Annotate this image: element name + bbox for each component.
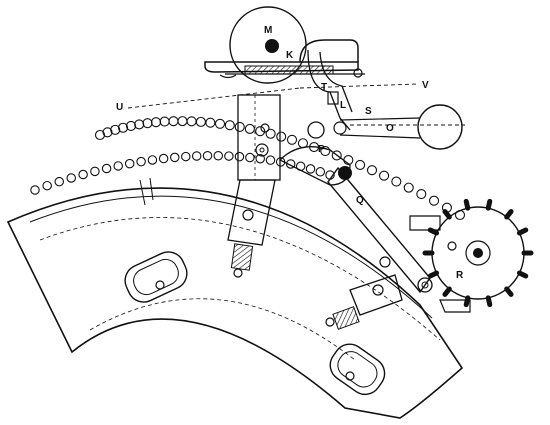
sprocket-r (409, 198, 534, 313)
chain-link (265, 155, 276, 165)
chain-link (110, 124, 121, 135)
chain-link (244, 123, 255, 134)
label-p: P (318, 144, 325, 155)
chain-link (158, 153, 169, 164)
chain-link (224, 151, 234, 161)
chain-link (428, 195, 440, 206)
chain-link (234, 121, 245, 132)
chain-link (168, 116, 179, 127)
chain-link (124, 158, 135, 169)
chain-link (320, 146, 331, 157)
sprocket-tooth (463, 295, 471, 308)
chain-link (403, 182, 414, 193)
chain-link (213, 151, 224, 161)
chain-link (102, 127, 113, 138)
chain-link (66, 173, 76, 183)
chain-link (159, 116, 170, 127)
drum-slot-right (329, 343, 386, 396)
label-v: V (422, 80, 429, 91)
sprocket-tooth (504, 286, 514, 297)
chain-link (101, 163, 112, 174)
chain-link (54, 176, 65, 187)
sprocket-tooth (485, 198, 493, 211)
chain-link (245, 152, 255, 163)
lever-o (333, 104, 463, 150)
chain-link (42, 180, 52, 191)
chain-link (265, 128, 276, 139)
lower-chain (30, 150, 335, 195)
chain-link (234, 151, 245, 162)
chain-link (355, 159, 366, 171)
label-r: R (456, 270, 464, 281)
chain-link (391, 176, 402, 187)
sprocket-tooth (442, 209, 452, 220)
pivot-p (278, 121, 352, 186)
drum-sector (6, 177, 464, 419)
chain-link (416, 188, 427, 200)
chain-link (94, 129, 106, 141)
chain-link (205, 117, 216, 128)
label-t: T (321, 82, 327, 93)
chain-link (214, 118, 226, 129)
adjuster-center (227, 179, 276, 278)
sprocket-tooth (427, 270, 440, 279)
sprocket-tooth (463, 198, 471, 211)
chain-link (366, 165, 378, 176)
label-u: U (116, 102, 123, 113)
chain-link (379, 170, 390, 181)
chain-link (276, 131, 287, 142)
chain-link (90, 166, 100, 177)
chain-link (286, 134, 298, 145)
link-arm-q (327, 166, 433, 294)
diagram-labels: M K T V U L S O P Q R (116, 25, 464, 281)
chain-link (30, 185, 40, 195)
chain-link (255, 126, 266, 137)
chain-link (331, 150, 342, 161)
label-l: L (340, 100, 346, 111)
sprocket-tooth (504, 209, 514, 220)
chain-link (224, 120, 235, 131)
sprocket-tooth (516, 227, 529, 236)
chain-link (202, 150, 213, 161)
chain-link (147, 155, 158, 165)
chain-link (134, 119, 145, 130)
arm-l (307, 49, 353, 131)
chain-link (125, 120, 137, 131)
chain-link (181, 151, 191, 162)
chain-link (142, 118, 153, 129)
sprocket-tooth (485, 295, 493, 308)
chain-link (195, 116, 206, 127)
sprocket-tooth (442, 286, 452, 297)
reference-lines (127, 83, 465, 126)
label-s: S (365, 106, 372, 117)
adjuster-right (325, 256, 403, 330)
label-o: O (386, 123, 394, 134)
spring-bracket (204, 39, 365, 79)
label-m: M (264, 25, 272, 36)
chain-link (117, 122, 129, 133)
chain-link (113, 161, 123, 171)
chain-link (315, 167, 326, 177)
chain-link (150, 117, 162, 128)
label-q: Q (356, 195, 364, 206)
sprocket-tooth (427, 227, 440, 236)
chain-link (78, 169, 88, 180)
chain-link (136, 156, 146, 167)
chain-link (255, 153, 265, 164)
chain-link (191, 151, 202, 161)
drum-slot-left (124, 251, 188, 303)
sprocket-tooth (516, 270, 529, 279)
chain-link (186, 116, 197, 127)
label-k: K (286, 50, 294, 61)
chain-link (305, 164, 316, 174)
chain-link (170, 152, 180, 163)
chain-link (177, 116, 188, 127)
